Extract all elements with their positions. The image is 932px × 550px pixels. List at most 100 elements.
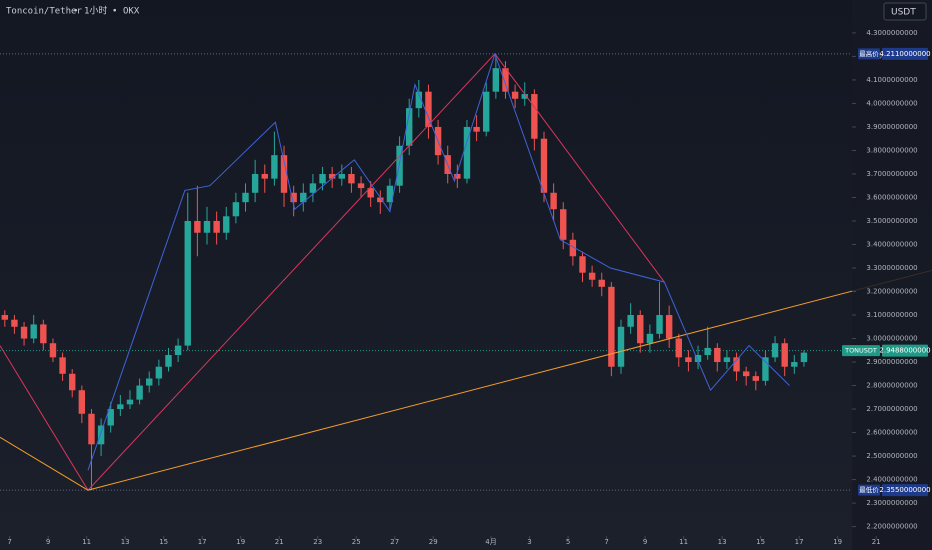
candle-body: [69, 373, 76, 391]
drawing-line: [87, 52, 790, 471]
exchange: OKX: [123, 7, 140, 17]
level-value: 2.3550000000: [879, 486, 930, 494]
candle-body: [11, 319, 18, 327]
y-tick-label: 3.0000000000: [866, 335, 917, 343]
candle-body: [665, 315, 673, 339]
candle-body: [588, 272, 596, 280]
x-tick-label: 5: [566, 538, 570, 546]
plot-area: [0, 52, 932, 491]
candle-body: [531, 94, 538, 139]
symbol: Toncoin/Tether: [6, 7, 82, 17]
x-tick-label: 19: [833, 538, 842, 546]
candle-body: [290, 192, 297, 203]
y-tick-label: 3.4000000000: [866, 240, 917, 248]
candle-body: [550, 192, 557, 210]
candle-body: [251, 173, 259, 193]
candle-body: [627, 315, 634, 327]
y-tick-label: 2.2000000000: [866, 523, 917, 531]
x-tick-label: 21: [872, 538, 881, 546]
x-tick-label: 9: [643, 538, 647, 546]
separator: •: [73, 7, 78, 17]
candle-body: [463, 126, 471, 179]
candle-body: [454, 173, 461, 179]
y-tick-label: 2.8000000000: [866, 382, 917, 390]
level-name: 最高价: [859, 49, 879, 58]
candle-body: [579, 256, 586, 273]
y-tick-label: 2.3000000000: [866, 499, 917, 507]
candle-body: [146, 378, 153, 386]
candle-body: [714, 347, 721, 363]
candle-body: [656, 315, 663, 334]
candle-body: [59, 357, 66, 374]
y-tick-label: 3.9000000000: [866, 123, 917, 131]
candle-body: [560, 209, 567, 240]
candle-body: [184, 220, 191, 346]
candle-body: [637, 315, 644, 344]
candle-body: [511, 91, 519, 99]
x-tick-label: 15: [159, 538, 168, 546]
candle-body: [405, 108, 413, 146]
x-tick-label: 17: [795, 538, 804, 546]
candle-body: [97, 425, 105, 445]
candle-body: [742, 371, 750, 377]
y-tick-label: 2.5000000000: [866, 452, 917, 460]
level-name: TONUSDT: [844, 347, 877, 355]
price-level-tag: 最高价 4.2110000000: [858, 47, 931, 60]
level-value: 4.2110000000: [879, 50, 930, 58]
candle-body: [396, 145, 403, 186]
candle-body: [723, 357, 731, 363]
candle-body: [338, 173, 345, 179]
level-name-bg: [842, 345, 880, 357]
y-tick-label: 3.7000000000: [866, 170, 917, 178]
y-tick-label: 3.1000000000: [866, 311, 917, 319]
level-name-bg: [858, 48, 880, 60]
y-tick-label: 3.3000000000: [866, 264, 917, 272]
candle-body: [126, 399, 134, 405]
candle-body: [319, 173, 326, 184]
candle-body: [261, 173, 268, 179]
x-tick-label: 9: [46, 538, 50, 546]
price-level-tag: 最低价 2.3550000000: [858, 484, 931, 497]
y-tick-label: 4.0000000000: [866, 99, 917, 107]
candle-body: [165, 354, 172, 367]
candle-body: [117, 404, 124, 410]
candle-body: [232, 202, 240, 217]
x-tick-label: 19: [236, 538, 245, 546]
candle-body: [328, 173, 336, 179]
candle-body: [1, 315, 9, 320]
x-tick-label: 27: [390, 538, 399, 546]
y-tick-label: 4.3000000000: [866, 29, 917, 37]
candle-body: [357, 183, 365, 189]
candle-body: [40, 324, 47, 344]
candle-body: [223, 216, 230, 233]
candle-body: [280, 155, 288, 193]
y-tick-label: 2.6000000000: [866, 429, 917, 437]
candle-body: [203, 220, 211, 233]
x-tick-label: 21: [275, 538, 284, 546]
candle-body: [348, 173, 355, 184]
currency-button[interactable]: [883, 2, 927, 21]
y-tick-label: 3.2000000000: [866, 288, 917, 296]
y-tick-label: 3.6000000000: [866, 193, 917, 201]
y-tick-label: 3.8000000000: [866, 146, 917, 154]
candle-body: [194, 220, 201, 233]
x-tick-label: 23: [313, 538, 322, 546]
x-tick-label: 7: [7, 538, 11, 546]
level-value: 2.9488000000: [879, 347, 930, 355]
candle-body: [685, 357, 692, 363]
separator: •: [112, 7, 117, 17]
x-tick-label: 13: [121, 538, 130, 546]
x-tick-label: 7: [604, 538, 608, 546]
candle-body: [271, 155, 278, 179]
y-tick-label: 4.1000000000: [866, 76, 917, 84]
x-tick-label: 25: [352, 538, 361, 546]
currency[interactable]: USDT: [891, 8, 916, 18]
price-level-tag: TONUSDT 2.9488000000: [842, 344, 931, 357]
candle-body: [675, 338, 682, 358]
candle-body: [608, 286, 615, 367]
x-tick-label: 13: [718, 538, 727, 546]
level-value-bg: [882, 484, 928, 497]
level-value-bg: [882, 47, 928, 60]
